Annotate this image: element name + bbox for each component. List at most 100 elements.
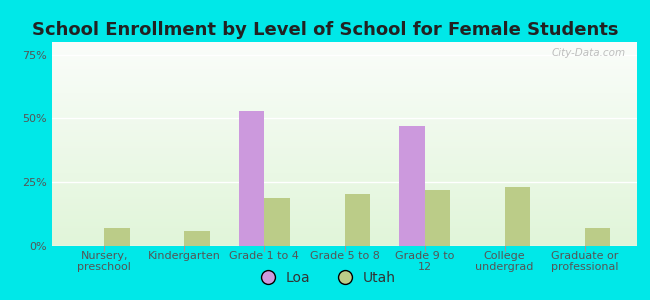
Bar xyxy=(52,134,637,136)
Bar xyxy=(52,220,637,221)
Legend: Loa, Utah: Loa, Utah xyxy=(248,265,402,290)
Bar xyxy=(52,93,637,95)
Bar xyxy=(52,175,637,177)
Bar xyxy=(52,213,637,215)
Bar xyxy=(504,187,530,246)
Bar xyxy=(52,185,637,187)
Bar xyxy=(52,124,637,126)
Bar xyxy=(52,50,637,52)
Bar xyxy=(52,209,637,211)
Bar xyxy=(52,56,637,58)
Bar xyxy=(52,236,637,238)
Bar xyxy=(52,148,637,150)
Bar xyxy=(52,169,637,170)
Bar xyxy=(52,48,637,50)
Bar xyxy=(52,91,637,93)
Bar xyxy=(52,119,637,122)
Bar xyxy=(52,172,637,175)
Bar xyxy=(52,79,637,81)
Bar xyxy=(52,116,637,118)
Bar xyxy=(52,183,637,185)
Bar xyxy=(52,195,637,197)
Bar xyxy=(52,167,637,169)
Bar xyxy=(52,152,637,154)
Text: School Enrollment by Level of School for Female Students: School Enrollment by Level of School for… xyxy=(32,21,618,39)
Bar xyxy=(52,87,637,89)
Bar xyxy=(52,224,637,226)
Bar xyxy=(52,201,637,203)
Bar xyxy=(52,193,637,195)
Bar xyxy=(52,83,637,85)
Bar xyxy=(52,187,637,189)
Bar xyxy=(52,111,637,113)
Bar xyxy=(52,132,637,134)
Bar xyxy=(424,190,450,246)
Bar xyxy=(52,101,637,103)
Bar xyxy=(52,136,637,138)
Bar xyxy=(52,150,637,152)
Bar xyxy=(52,44,637,46)
Bar xyxy=(52,189,637,191)
Bar xyxy=(52,130,637,132)
Bar xyxy=(52,103,637,105)
Bar xyxy=(52,244,637,246)
Bar xyxy=(52,73,637,75)
Bar xyxy=(104,228,130,246)
Bar xyxy=(52,118,637,119)
Bar xyxy=(52,54,637,56)
Bar xyxy=(52,215,637,217)
Bar xyxy=(52,164,637,166)
Bar xyxy=(52,207,637,209)
Bar xyxy=(52,126,637,128)
Bar xyxy=(52,179,637,181)
Bar xyxy=(52,85,637,87)
Bar xyxy=(52,113,637,116)
Bar xyxy=(52,230,637,232)
Bar xyxy=(239,111,265,246)
Bar xyxy=(52,158,637,160)
Bar xyxy=(399,126,424,246)
Bar xyxy=(52,191,637,193)
Bar xyxy=(52,232,637,234)
Bar xyxy=(52,203,637,205)
Bar xyxy=(52,105,637,107)
Bar xyxy=(585,228,610,246)
Bar xyxy=(185,231,210,246)
Bar xyxy=(52,177,637,179)
Bar xyxy=(52,58,637,60)
Bar xyxy=(52,81,637,83)
Bar xyxy=(52,140,637,142)
Bar xyxy=(52,144,637,146)
Bar xyxy=(52,62,637,64)
Bar xyxy=(52,60,637,62)
Bar xyxy=(52,128,637,130)
Bar xyxy=(52,181,637,183)
Bar xyxy=(52,242,637,244)
Bar xyxy=(52,89,637,91)
Bar xyxy=(52,97,637,99)
Bar xyxy=(52,46,637,48)
Bar xyxy=(52,146,637,148)
Bar xyxy=(52,205,637,207)
Bar xyxy=(52,67,637,68)
Bar xyxy=(52,142,637,144)
Bar xyxy=(344,194,370,246)
Bar xyxy=(52,42,637,44)
Bar xyxy=(52,99,637,101)
Bar xyxy=(52,156,637,158)
Bar xyxy=(52,75,637,77)
Bar xyxy=(52,122,637,124)
Bar xyxy=(265,197,290,246)
Bar xyxy=(52,109,637,111)
Bar xyxy=(52,228,637,230)
Bar xyxy=(52,160,637,162)
Bar xyxy=(52,68,637,70)
Bar xyxy=(52,238,637,240)
Bar xyxy=(52,170,637,172)
Bar xyxy=(52,95,637,97)
Bar xyxy=(52,211,637,213)
Bar xyxy=(52,64,637,67)
Bar xyxy=(52,70,637,73)
Bar xyxy=(52,77,637,79)
Bar xyxy=(52,52,637,54)
